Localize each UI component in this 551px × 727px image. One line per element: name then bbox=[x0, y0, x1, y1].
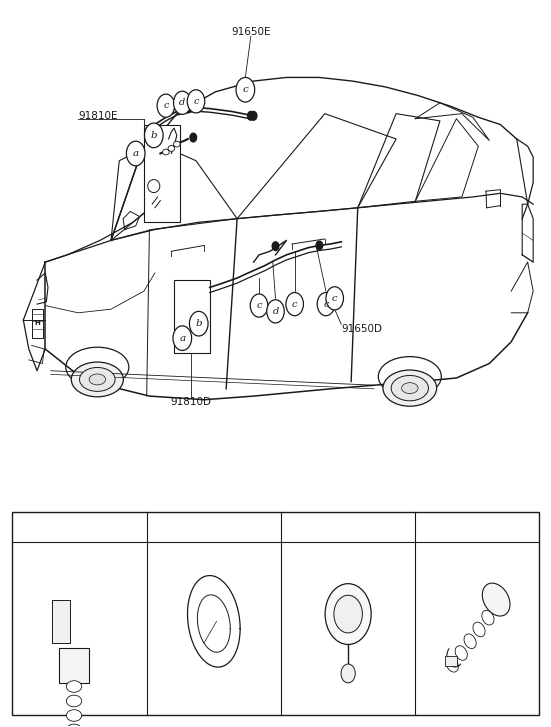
Circle shape bbox=[325, 584, 371, 645]
Text: 91810D: 91810D bbox=[170, 397, 211, 407]
Circle shape bbox=[423, 515, 441, 539]
Text: 91650E: 91650E bbox=[231, 27, 271, 37]
Circle shape bbox=[236, 78, 255, 102]
Circle shape bbox=[190, 311, 208, 336]
Ellipse shape bbox=[464, 634, 476, 648]
Circle shape bbox=[250, 294, 268, 317]
Text: c: c bbox=[292, 300, 298, 309]
Text: d: d bbox=[272, 307, 279, 316]
Circle shape bbox=[288, 515, 307, 539]
Ellipse shape bbox=[482, 611, 494, 625]
FancyBboxPatch shape bbox=[144, 124, 180, 222]
Text: H: H bbox=[35, 320, 40, 326]
Circle shape bbox=[157, 94, 175, 117]
Text: c: c bbox=[323, 300, 329, 309]
Ellipse shape bbox=[163, 149, 169, 155]
Text: c: c bbox=[193, 97, 199, 106]
Circle shape bbox=[341, 664, 355, 683]
Circle shape bbox=[185, 104, 191, 113]
Ellipse shape bbox=[66, 710, 82, 721]
Circle shape bbox=[267, 300, 284, 323]
Text: 91513G: 91513G bbox=[322, 521, 369, 534]
Ellipse shape bbox=[66, 680, 82, 692]
Ellipse shape bbox=[446, 657, 458, 672]
Ellipse shape bbox=[482, 583, 510, 616]
Circle shape bbox=[173, 326, 192, 350]
Circle shape bbox=[334, 595, 363, 633]
Circle shape bbox=[317, 292, 334, 316]
Text: 91810E: 91810E bbox=[78, 111, 118, 121]
Text: c: c bbox=[332, 294, 337, 303]
Text: b: b bbox=[196, 319, 202, 328]
Ellipse shape bbox=[66, 348, 129, 387]
Ellipse shape bbox=[473, 622, 485, 637]
Circle shape bbox=[126, 141, 145, 166]
Ellipse shape bbox=[455, 646, 467, 660]
Ellipse shape bbox=[391, 375, 429, 401]
Ellipse shape bbox=[89, 374, 106, 385]
Circle shape bbox=[187, 89, 205, 113]
Circle shape bbox=[174, 91, 191, 114]
FancyBboxPatch shape bbox=[445, 656, 457, 666]
Ellipse shape bbox=[148, 180, 160, 193]
Circle shape bbox=[250, 111, 257, 120]
FancyBboxPatch shape bbox=[52, 601, 69, 643]
Circle shape bbox=[144, 123, 163, 148]
Text: d: d bbox=[429, 523, 435, 531]
Text: a: a bbox=[133, 149, 139, 158]
Text: a: a bbox=[26, 523, 32, 531]
Text: 91981V: 91981V bbox=[53, 521, 99, 534]
Ellipse shape bbox=[168, 145, 175, 151]
Ellipse shape bbox=[79, 367, 115, 391]
Ellipse shape bbox=[66, 724, 82, 727]
Circle shape bbox=[190, 133, 197, 142]
Text: d: d bbox=[179, 98, 186, 108]
FancyBboxPatch shape bbox=[58, 648, 89, 683]
Circle shape bbox=[272, 242, 279, 251]
Text: 91650D: 91650D bbox=[341, 324, 382, 334]
Text: c: c bbox=[295, 523, 300, 531]
Circle shape bbox=[326, 286, 343, 310]
Text: a: a bbox=[179, 334, 185, 342]
Ellipse shape bbox=[71, 362, 123, 397]
Text: 91714: 91714 bbox=[456, 521, 494, 534]
Text: b: b bbox=[160, 523, 166, 531]
Ellipse shape bbox=[66, 695, 82, 707]
Ellipse shape bbox=[383, 370, 437, 406]
Circle shape bbox=[154, 515, 172, 539]
Circle shape bbox=[316, 241, 323, 250]
Text: c: c bbox=[242, 85, 248, 95]
Text: c: c bbox=[256, 301, 262, 310]
Ellipse shape bbox=[402, 382, 418, 393]
Circle shape bbox=[19, 515, 38, 539]
Circle shape bbox=[286, 292, 304, 316]
Text: 91594N: 91594N bbox=[188, 521, 234, 534]
Ellipse shape bbox=[174, 141, 180, 147]
Text: c: c bbox=[163, 101, 169, 111]
Text: b: b bbox=[150, 131, 157, 140]
Ellipse shape bbox=[379, 357, 441, 396]
FancyBboxPatch shape bbox=[174, 280, 210, 353]
Circle shape bbox=[247, 111, 254, 120]
FancyBboxPatch shape bbox=[12, 512, 539, 715]
